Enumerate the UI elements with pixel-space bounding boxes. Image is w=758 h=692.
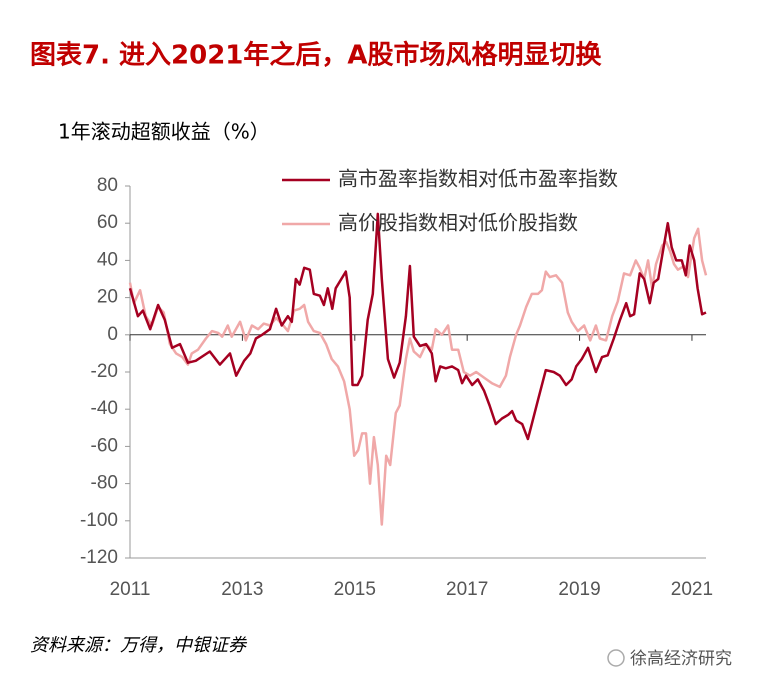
x-tick-label: 2017 [446,579,488,600]
x-tick-label: 2011 [110,579,151,600]
y-tick-label: -40 [91,398,118,419]
y-tick-label: -20 [91,361,118,382]
y-tick-label: 20 [97,287,118,308]
series-line [128,212,707,441]
y-tick-label: -80 [91,473,118,494]
x-tick-label: 2021 [671,579,713,600]
y-tick-label: -60 [91,435,118,456]
x-tick-label: 2013 [221,579,263,600]
y-axis-label: 1年滚动超额收益（%） [58,120,270,144]
y-tick-label: -100 [80,510,118,531]
y-tick-label: -120 [80,547,118,568]
chart-title: 图表7. 进入2021年之后，A股市场风格明显切换 [30,40,603,71]
y-tick-label: 60 [97,212,118,233]
watermark: 徐高经济研究 [630,649,732,669]
x-tick-label: 2015 [334,579,376,600]
source: 资料来源：万得，中银证券 [30,635,248,656]
legend-label: 高价股指数相对低价股指数 [338,211,578,235]
x-tick-label: 2019 [558,579,600,600]
y-tick-label: 80 [97,175,118,196]
y-tick-label: 0 [107,324,118,345]
y-tick-label: 40 [97,249,118,270]
watermark-icon [607,649,625,667]
series-line [128,227,708,526]
legend-label: 高市盈率指数相对低市盈率指数 [338,167,618,191]
